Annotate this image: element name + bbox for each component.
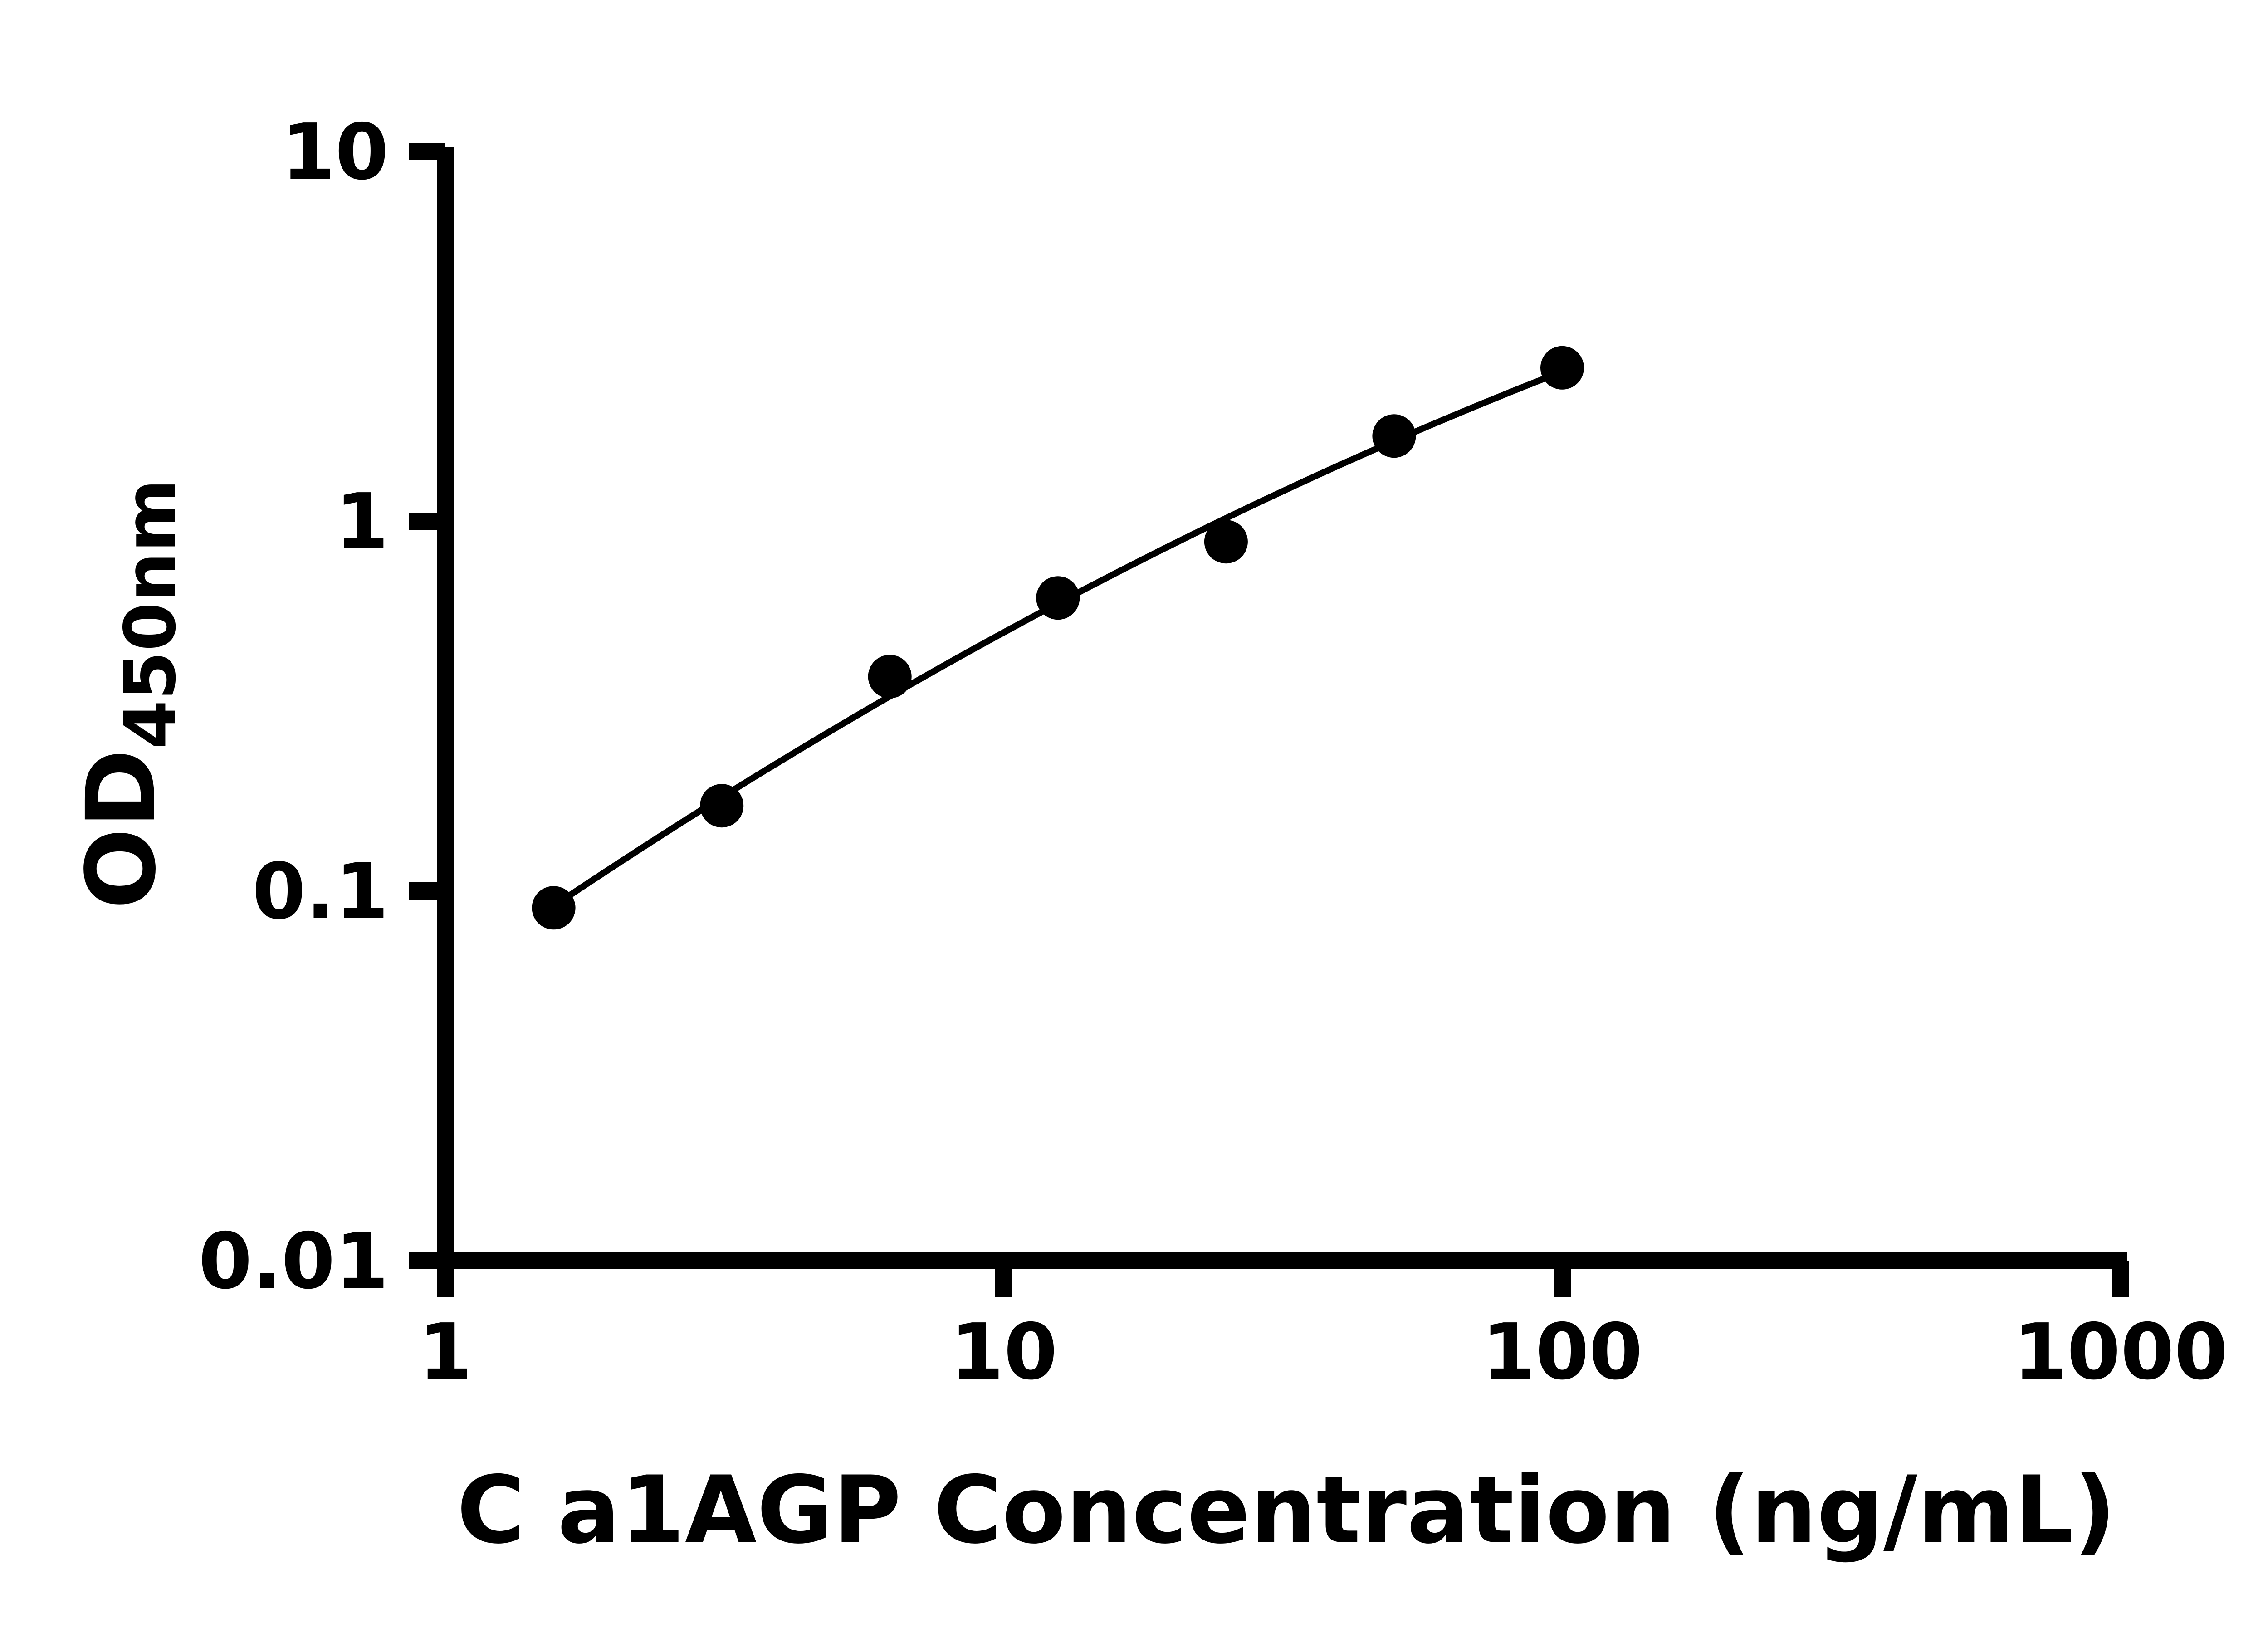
x-axis-tick-label: 100 [1482, 1307, 1643, 1397]
y-axis-tick-label: 0.1 [252, 847, 389, 937]
data-point [868, 655, 912, 699]
y-axis-title-main: OD [66, 749, 177, 909]
y-axis-title-subscript: 450nm [109, 479, 191, 749]
x-axis-title: C a1AGP Concentration (ng/mL) [457, 1457, 2116, 1565]
data-point [700, 784, 744, 828]
data-point [532, 886, 576, 930]
x-axis-tick-label: 1 [419, 1307, 472, 1397]
y-axis-tick-label: 0.01 [199, 1217, 389, 1306]
x-axis-tick-label: 10 [950, 1307, 1058, 1397]
data-point [1372, 414, 1416, 458]
y-axis-tick-label: 1 [335, 477, 389, 567]
y-axis-tick-label: 10 [281, 108, 389, 197]
x-axis-tick-label: 1000 [2013, 1307, 2228, 1397]
data-point [1204, 520, 1248, 564]
data-point [1540, 346, 1584, 390]
y-axis-title: OD450nm [66, 479, 191, 909]
data-point [1036, 576, 1080, 620]
